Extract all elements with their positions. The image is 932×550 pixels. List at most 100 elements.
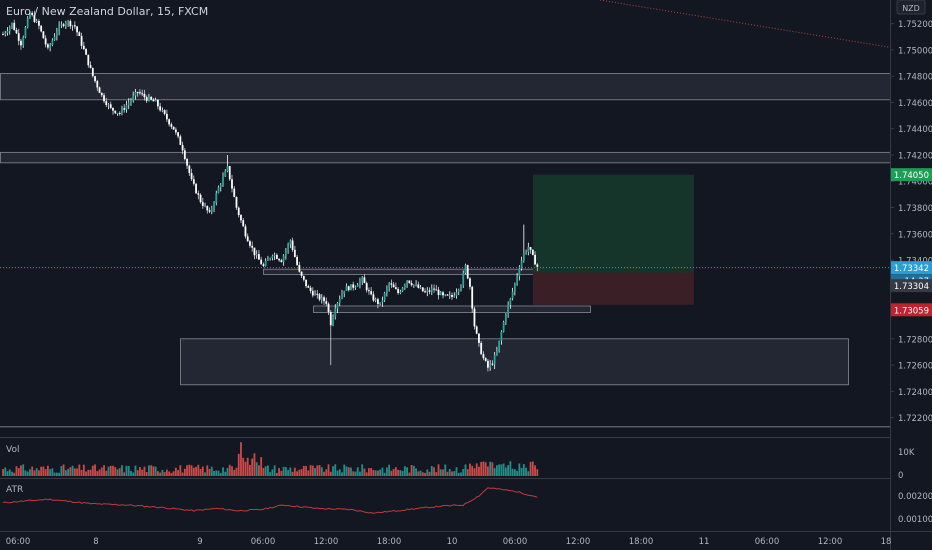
volume-bar	[320, 467, 323, 476]
candle	[199, 193, 202, 204]
candle	[67, 19, 70, 27]
supply-zone-lower[interactable]	[0, 151, 891, 164]
candle	[377, 297, 379, 309]
volume-bar	[177, 470, 180, 476]
candle	[278, 258, 281, 262]
candle	[82, 41, 85, 51]
candle	[401, 286, 404, 293]
volume-bar	[350, 467, 352, 476]
volume-bar	[130, 470, 132, 476]
volume-bar	[31, 466, 34, 476]
atr-label: ATR	[6, 485, 23, 495]
volume-bar	[282, 466, 285, 476]
candle	[529, 246, 532, 254]
candle	[421, 287, 424, 292]
volume-bar	[172, 471, 175, 476]
candle	[114, 110, 117, 115]
candle	[190, 168, 193, 181]
candle	[498, 340, 501, 353]
candle	[71, 24, 74, 31]
candle	[96, 79, 99, 92]
volume-bar	[134, 465, 137, 476]
candle	[201, 197, 204, 209]
candle	[31, 11, 34, 17]
volume-bar	[345, 466, 348, 476]
candle	[127, 98, 130, 110]
candle	[76, 25, 78, 36]
candle	[361, 275, 364, 286]
stop-zone[interactable]	[533, 272, 694, 305]
volume-bar	[500, 464, 503, 476]
candle	[226, 154, 229, 173]
candle	[347, 285, 350, 292]
volume-bar	[417, 471, 420, 476]
volume-bar	[401, 470, 404, 476]
candle	[174, 127, 177, 135]
candle	[388, 281, 391, 292]
volume-bar	[51, 468, 54, 476]
volume-bar	[76, 468, 78, 476]
volume-bar	[487, 466, 489, 476]
candle	[17, 28, 20, 46]
zones-layer	[0, 73, 891, 428]
candle	[271, 254, 274, 261]
volume-bar	[448, 469, 451, 476]
candle	[345, 283, 348, 291]
volume-bar	[100, 467, 103, 476]
volume-bar	[17, 468, 20, 476]
candle	[473, 306, 476, 330]
price-tick-label: 1.72400	[898, 388, 932, 398]
volume-bar	[127, 465, 130, 476]
volume-bar	[98, 469, 101, 476]
entry-price-label-bg	[891, 279, 932, 293]
candle	[462, 270, 465, 289]
volume-bar	[183, 468, 186, 476]
volume-bar	[96, 471, 99, 476]
candle	[399, 289, 402, 295]
candle	[307, 284, 310, 288]
volume-bar	[296, 471, 298, 476]
support-line-lower[interactable]	[313, 305, 591, 313]
time-axis[interactable]: 06:00 8 9 06:00 12:00 18:00 10 06:00 12:00 18:00 1…	[6, 537, 892, 547]
volume-bar	[370, 468, 373, 476]
volume-bar	[323, 471, 325, 476]
volume-bar	[240, 442, 242, 476]
candle	[320, 294, 323, 304]
candle	[531, 249, 534, 256]
candle	[372, 291, 375, 302]
candle	[148, 93, 150, 102]
candle	[224, 169, 227, 178]
candle	[253, 247, 256, 260]
long-position-tool[interactable]	[533, 174, 694, 305]
target-zone[interactable]	[533, 174, 694, 273]
volume-bar	[430, 465, 433, 476]
trend-line[interactable]	[599, 0, 891, 48]
volume-bar	[332, 466, 334, 476]
candle	[489, 360, 492, 371]
candle	[213, 201, 215, 213]
symbol-title[interactable]: Euro / New Zealand Dollar, 15, FXCM	[6, 5, 208, 18]
volume-bar	[249, 464, 251, 476]
volume-bar	[302, 465, 305, 476]
candle	[365, 281, 368, 293]
candle	[374, 297, 377, 303]
volume-bar	[4, 467, 7, 476]
volume-bar	[269, 472, 272, 476]
candle	[352, 281, 355, 291]
candle	[383, 291, 386, 302]
price-tick-label: 1.72600	[898, 362, 932, 372]
demand-zone[interactable]	[180, 338, 849, 386]
volume-bar	[491, 462, 494, 476]
candle	[100, 92, 103, 98]
volume-bar	[114, 467, 117, 476]
time-tick-label: 12:00	[818, 537, 843, 547]
candle	[33, 10, 36, 24]
volume-bar	[224, 471, 227, 476]
candle	[233, 186, 236, 198]
volume-bar	[437, 464, 440, 476]
currency-badge[interactable]	[896, 0, 926, 15]
volume-bar	[150, 465, 153, 476]
volume-bar	[496, 465, 498, 476]
candle	[260, 256, 263, 265]
